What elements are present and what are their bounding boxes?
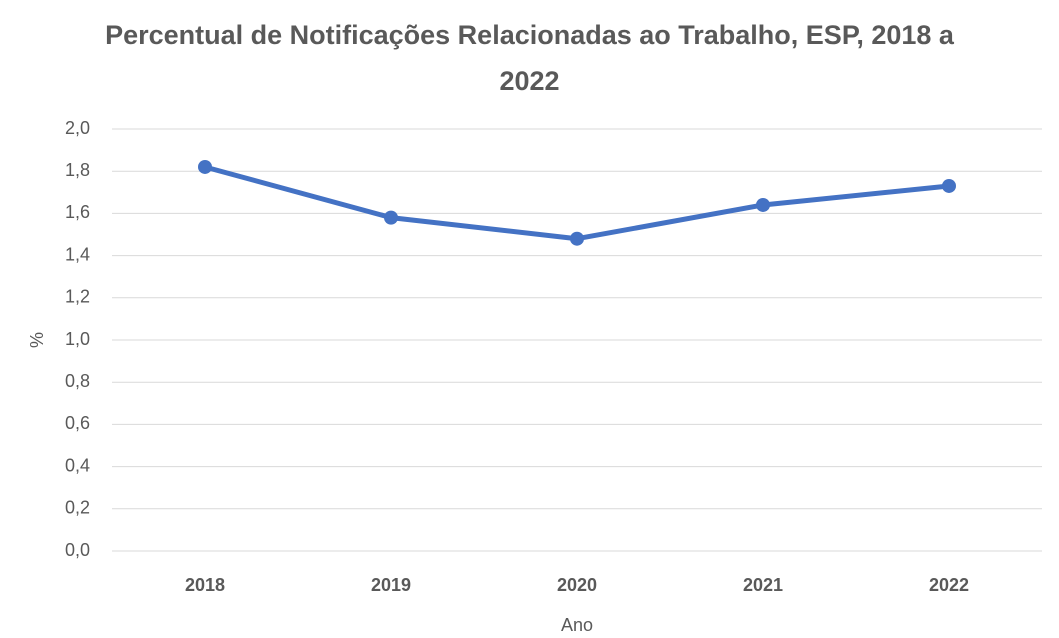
y-tick-label: 1,8 [65,160,90,180]
x-tick-label: 2021 [743,575,783,595]
y-tick-label: 1,6 [65,202,90,222]
x-tick-label: 2018 [185,575,225,595]
point [384,210,398,225]
x-tick-label: 2022 [929,575,969,595]
point [198,159,212,174]
point [570,231,584,246]
point [942,178,956,193]
x-axis-label: Ano [561,615,593,635]
y-tick-label: 1,4 [65,244,90,264]
y-tick-label: 0,0 [65,540,90,560]
point [756,197,770,212]
y-tick-label: 0,8 [65,371,90,391]
x-tick-label: 2019 [371,575,411,595]
y-tick-label: 2,0 [65,118,90,138]
y-tick-label: 0,4 [65,455,90,475]
x-tick-label: 2020 [557,575,597,595]
y-tick-label: 1,0 [65,329,90,349]
y-tick-label: 0,2 [65,498,90,518]
y-axis-label: % [27,332,47,348]
line [204,164,950,242]
chart-title: Percentual de Notificações Relacionadas … [105,20,954,96]
y-tick-label: 0,6 [65,413,90,433]
y-tick-label: 1,2 [65,287,90,307]
